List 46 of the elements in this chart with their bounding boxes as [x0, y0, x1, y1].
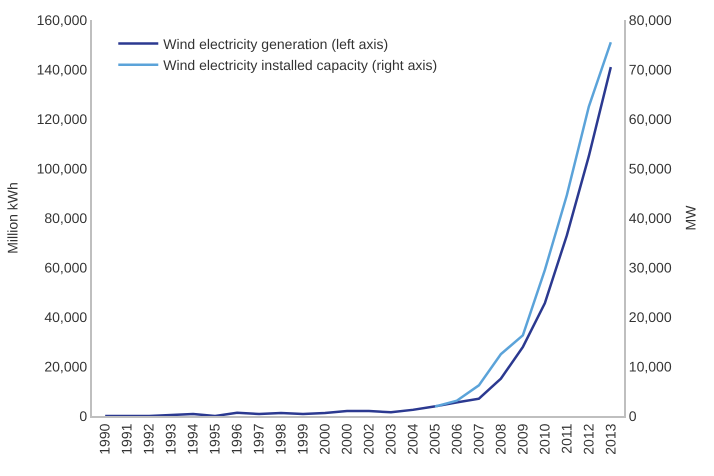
- y-tick-label: 20,000: [44, 358, 88, 374]
- y2-tick-label: 60,000: [628, 110, 672, 127]
- x-tick-label: 2006: [448, 423, 464, 455]
- x-tick-label: 1991: [118, 423, 135, 455]
- y2-tick-label: 0: [628, 408, 637, 424]
- y-tick-label: 60,000: [44, 259, 88, 276]
- x-tick-label: 1992: [140, 423, 157, 455]
- y-tick-label: 120,000: [36, 110, 88, 127]
- x-tick-label: 2004: [404, 423, 421, 455]
- y2-tick-label: 10,000: [628, 358, 672, 374]
- y-tick-label: 0: [79, 408, 88, 424]
- x-tick-label: 2003: [382, 423, 399, 455]
- x-tick-label: 2005: [426, 423, 442, 455]
- x-tick-label: 2011: [558, 423, 574, 454]
- y-tick-label: 140,000: [36, 61, 88, 78]
- y2-tick-label: 40,000: [628, 210, 672, 226]
- x-tick-label: 1995: [206, 423, 223, 455]
- x-tick-label: 1996: [228, 423, 245, 455]
- x-tick-label: 1999: [294, 423, 311, 455]
- x-tick-label: 1994: [184, 423, 201, 455]
- x-tick-label: 2000: [338, 423, 355, 455]
- y-tick-label: 100,000: [36, 160, 88, 176]
- y-axis-title: Million kWh: [4, 182, 21, 254]
- legend-label: Wind electricity generation (left axis): [163, 36, 388, 52]
- y2-tick-label: 50,000: [628, 160, 672, 176]
- x-tick-label: 1993: [162, 423, 179, 455]
- y2-tick-label: 20,000: [628, 308, 672, 325]
- x-tick-label: 1997: [250, 423, 267, 455]
- x-tick-label: 1998: [272, 423, 289, 455]
- x-tick-label: 2009: [514, 423, 530, 455]
- legend-label: Wind electricity installed capacity (right axis): [163, 57, 438, 74]
- x-tick-label: 2013: [602, 423, 618, 455]
- x-tick-label: 1990: [96, 423, 113, 455]
- x-tick-label: 2000: [316, 423, 333, 455]
- y2-tick-label: 70,000: [628, 61, 672, 78]
- x-tick-label: 2002: [360, 423, 377, 455]
- y2-axis-title: MW: [682, 204, 699, 230]
- x-tick-label: 2008: [492, 423, 508, 455]
- y-tick-label: 80,000: [44, 210, 88, 226]
- y2-tick-label: 80,000: [628, 12, 672, 28]
- y-tick-label: 160,000: [36, 12, 88, 28]
- x-tick-label: 2012: [580, 423, 596, 455]
- y-tick-label: 40,000: [44, 308, 88, 325]
- x-tick-label: 2010: [536, 423, 552, 455]
- y2-tick-label: 30,000: [628, 259, 672, 276]
- x-tick-label: 2007: [470, 423, 486, 455]
